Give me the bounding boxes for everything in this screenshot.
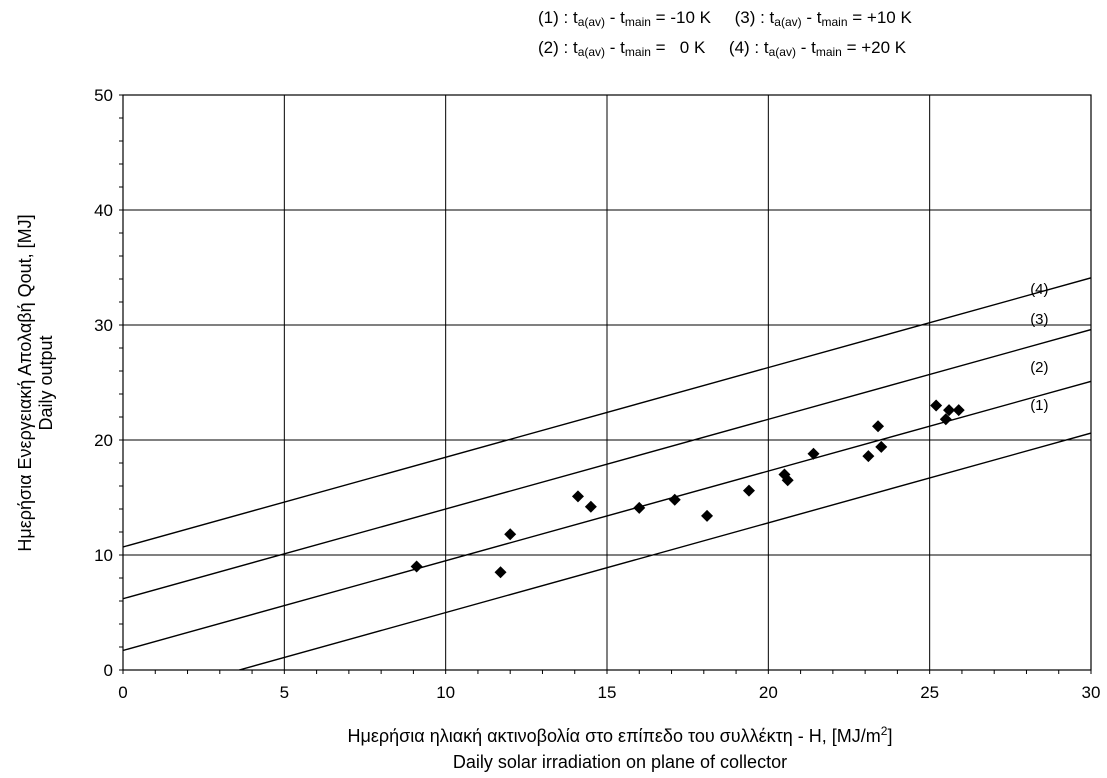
data-point bbox=[930, 399, 943, 412]
reference-line-4 bbox=[123, 277, 1091, 548]
data-point bbox=[701, 509, 714, 522]
data-point bbox=[494, 566, 507, 579]
data-point bbox=[668, 493, 681, 506]
reference-line-2 bbox=[123, 380, 1091, 652]
x-tick-label: 10 bbox=[436, 683, 455, 702]
x-tick-label: 20 bbox=[759, 683, 778, 702]
data-point bbox=[807, 447, 820, 460]
data-point bbox=[781, 474, 794, 487]
legend-item-2: (2) : ta(av) - tmain = 0 K bbox=[538, 38, 706, 59]
x-tick-label: 5 bbox=[280, 683, 289, 702]
x-tick-label: 0 bbox=[118, 683, 127, 702]
x-tick-label: 25 bbox=[920, 683, 939, 702]
y-axis-label-en: Daily output bbox=[36, 335, 56, 431]
y-tick-label: 40 bbox=[94, 201, 113, 220]
data-point bbox=[872, 420, 885, 433]
data-point bbox=[584, 500, 597, 513]
line-label-1: (1) bbox=[1030, 397, 1048, 414]
data-point bbox=[952, 404, 965, 417]
y-tick-label: 50 bbox=[94, 86, 113, 105]
x-axis-label-en: Daily solar irradiation on plane of coll… bbox=[452, 752, 788, 772]
data-point bbox=[504, 528, 517, 541]
x-tick-label: 30 bbox=[1082, 683, 1101, 702]
data-point bbox=[633, 501, 646, 514]
y-tick-label: 0 bbox=[104, 661, 113, 680]
legend-item-3: (3) : ta(av) - tmain = +10 K bbox=[734, 8, 912, 29]
y-axis-label-greek: Ημερήσια Ενεργειακή Απολαβή Qout, [MJ] bbox=[15, 214, 35, 552]
legend-row-1: (1) : ta(av) - tmain = -10 K (3) : ta(av… bbox=[538, 8, 912, 29]
data-point bbox=[862, 450, 875, 463]
y-tick-label: 10 bbox=[94, 546, 113, 565]
x-axis-label: Ημερήσια ηλιακή ακτινοβολία στο επίπεδο … bbox=[347, 724, 893, 746]
y-tick-label: 30 bbox=[94, 316, 113, 335]
line-label-4: (4) bbox=[1030, 281, 1048, 298]
data-point bbox=[742, 484, 755, 497]
legend-item-1: (1) : ta(av) - tmain = -10 K bbox=[538, 8, 711, 29]
data-point bbox=[571, 490, 584, 503]
legend-item-4: (4) : ta(av) - tmain = +20 K bbox=[728, 38, 907, 59]
data-point bbox=[943, 404, 956, 417]
legend-row-2: (2) : ta(av) - tmain = 0 K (4) : ta(av) … bbox=[538, 38, 906, 59]
reference-line-1 bbox=[238, 432, 1091, 670]
data-point bbox=[410, 560, 423, 573]
data-point bbox=[939, 413, 952, 426]
reference-line-3 bbox=[123, 328, 1091, 600]
line-label-3: (3) bbox=[1030, 311, 1048, 328]
data-point bbox=[875, 440, 888, 453]
y-tick-label: 20 bbox=[94, 431, 113, 450]
line-label-2: (2) bbox=[1030, 359, 1048, 376]
x-tick-label: 15 bbox=[598, 683, 617, 702]
